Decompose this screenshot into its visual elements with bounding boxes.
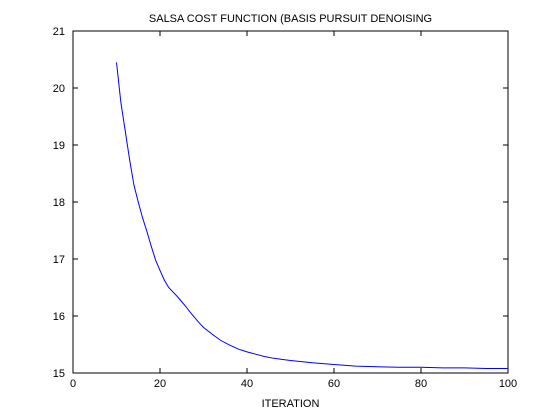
y-tick-label: 19 [53,140,65,152]
y-tick-label: 17 [53,254,65,266]
x-axis-label: ITERATION [262,398,320,410]
y-tick-label: 15 [53,368,65,380]
x-tick-label: 60 [328,378,340,390]
x-tick-label: 100 [499,378,517,390]
x-tick-label: 80 [415,378,427,390]
x-tick-label: 0 [70,378,76,390]
chart-title: SALSA COST FUNCTION (BASIS PURSUIT DENOI… [149,13,432,25]
x-tick-label: 40 [241,378,253,390]
y-tick-label: 16 [53,311,65,323]
y-tick-label: 21 [53,26,65,38]
y-tick-label: 18 [53,197,65,209]
series-layer [116,62,508,369]
y-tick-label: 20 [53,83,65,95]
x-tick-label: 20 [154,378,166,390]
ticks-layer: 0 20 40 60 80 100 15 16 17 18 19 20 21 [53,26,517,390]
series-line-1 [116,62,508,369]
plot-area [72,30,509,374]
